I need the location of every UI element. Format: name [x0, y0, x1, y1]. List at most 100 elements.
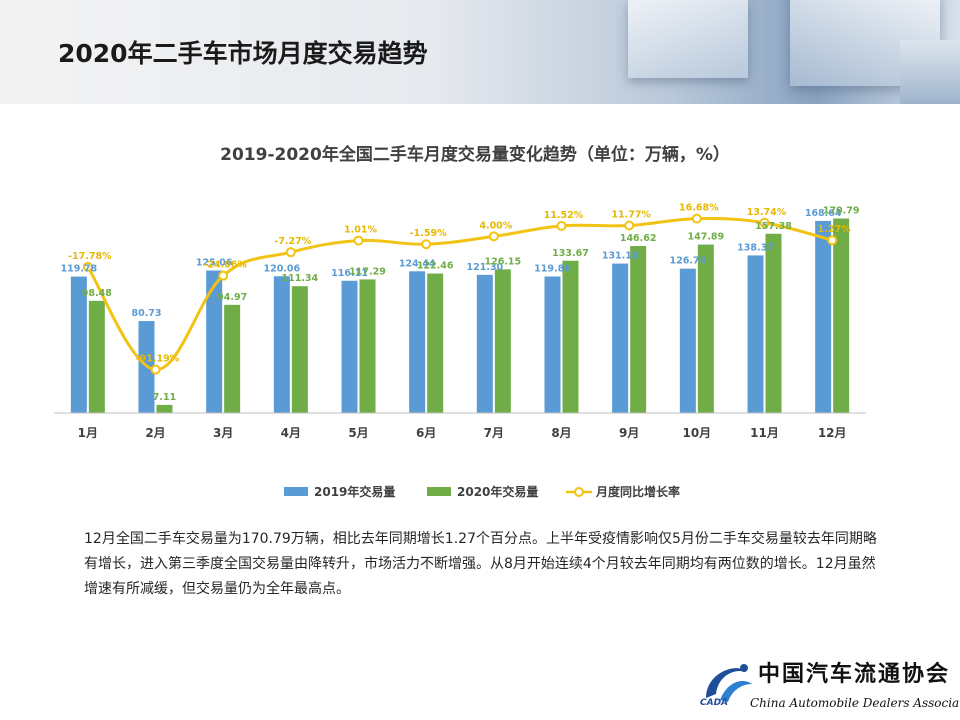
bar-2019-3	[206, 270, 223, 413]
combo-chart: 2019-2020年全国二手车月度交易量变化趋势（单位：万辆，%） 1月 2月 3月…	[54, 144, 866, 499]
growth-rate-label: -17.78%	[68, 251, 112, 262]
bar-2020-3	[224, 304, 241, 413]
data-label-2019: 131.18	[602, 251, 639, 262]
growth-rate-point	[421, 239, 432, 250]
bar-2020-5	[359, 279, 376, 413]
growth-rate-label: 1.01%	[344, 225, 377, 236]
data-label-2020: 111.34	[281, 273, 318, 284]
data-label-2019: 116.11	[331, 268, 368, 279]
logo-abbreviation: CADA	[700, 698, 729, 708]
x-tick-label: 10月	[682, 426, 711, 440]
bar-2020-7	[494, 269, 511, 413]
growth-rate-label: 16.68%	[679, 203, 719, 214]
chart-title: 2019-2020年全国二手车月度交易量变化趋势（单位：万辆，%）	[220, 144, 730, 165]
bar-2019-9	[612, 263, 629, 413]
legend-2019-label: 2019年交易量	[314, 484, 395, 499]
bar-2019-8	[544, 276, 561, 413]
data-label-2020: 122.46	[417, 261, 454, 272]
bar-2019-11	[747, 255, 764, 413]
growth-rate-point	[488, 231, 499, 242]
chart-container: 2019-2020年全国二手车月度交易量变化趋势（单位：万辆，%） 1月 2月 3月…	[0, 130, 960, 520]
x-tick-label: 6月	[416, 426, 436, 440]
growth-rate-label: 13.74%	[747, 207, 787, 218]
growth-rate-label: 4.00%	[479, 220, 512, 231]
data-label-2020: 133.67	[552, 248, 589, 259]
growth-rate-point	[285, 247, 296, 258]
data-label-2019: 121.30	[466, 262, 503, 273]
bar-2020-10	[697, 244, 714, 413]
x-tick-label: 3月	[213, 426, 233, 440]
data-label-2019: 124.44	[399, 258, 436, 269]
bar-2019-5	[341, 280, 358, 413]
growth-rate-point	[827, 235, 838, 246]
data-label-2020: 98.48	[82, 288, 112, 299]
bar-2020-9	[630, 246, 647, 413]
bar-2020-11	[765, 233, 782, 413]
legend-2020-swatch	[427, 487, 451, 496]
cada-emblem-icon	[706, 664, 752, 702]
data-label-2019: 119.86	[534, 263, 571, 274]
data-label-2020: 7.11	[153, 392, 176, 403]
growth-rate-label: -24.06%	[203, 260, 247, 271]
growth-rate-label: -91.19%	[136, 354, 180, 365]
bar-2019-1	[70, 276, 87, 413]
description-text: 12月全国二手车交易量为170.79万辆，相比去年同期增长1.27个百分点。上半…	[84, 531, 877, 597]
bar-2020-8	[562, 260, 579, 413]
data-label-2019: 138.37	[737, 242, 774, 253]
growth-rate-point	[150, 364, 161, 375]
x-tick-label: 2月	[145, 426, 165, 440]
data-label-2020: 157.38	[755, 221, 792, 232]
data-label-2020: 146.62	[620, 233, 657, 244]
growth-rate-label: 11.52%	[544, 210, 584, 221]
data-label-2019: 126.74	[669, 256, 706, 267]
bar-2019-10	[679, 268, 696, 413]
data-label-2019: 168.64	[805, 208, 842, 219]
data-label-2019: 125.06	[196, 258, 233, 269]
bar-2019-4	[273, 276, 290, 413]
header-banner: 2020年二手车市场月度交易趋势	[0, 0, 960, 104]
growth-rate-label: -1.59%	[410, 228, 447, 239]
data-label-2020: 170.79	[823, 205, 860, 216]
bar-2019-6	[409, 271, 426, 413]
x-tick-label: 12月	[818, 426, 847, 440]
growth-rate-point	[691, 213, 702, 224]
legend-2019-swatch	[284, 487, 308, 496]
x-tick-label: 8月	[551, 426, 571, 440]
data-label-2020: 117.29	[349, 266, 386, 277]
x-tick-labels: 1月 2月 3月 4月 5月 6月 7月 8月 9月 10月 11月 12月	[78, 426, 847, 440]
bar-2020-1	[88, 300, 105, 413]
growth-rate-point	[218, 270, 229, 281]
growth-rate-point	[759, 217, 770, 228]
legend-growth-rate-label: 月度同比增长率	[595, 484, 680, 499]
bar-2020-2	[156, 404, 173, 413]
data-label-2020: 126.15	[484, 256, 521, 267]
data-labels-layer: 119.78 98.48 80.73 7.11 125.06 94.97 120.06111…	[60, 203, 859, 403]
bar-2019-12	[815, 220, 832, 413]
x-tick-label: 4月	[281, 426, 301, 440]
legend-2020-label: 2020年交易量	[457, 484, 538, 499]
bar-2020-4	[291, 286, 308, 413]
page-title: 2020年二手车市场月度交易趋势	[58, 39, 428, 68]
growth-rate-label: 1.27%	[818, 224, 851, 235]
bar-2020-6	[427, 273, 444, 413]
growth-rate-point	[624, 220, 635, 231]
x-tick-label: 9月	[619, 426, 639, 440]
decorative-cube	[900, 40, 960, 104]
x-tick-label: 11月	[750, 426, 779, 440]
data-label-2020: 147.89	[687, 232, 724, 243]
growth-rate-point	[353, 235, 364, 246]
growth-rate-label: 11.77%	[611, 210, 651, 221]
bar-2019-7	[476, 274, 493, 413]
legend: 2019年交易量 2020年交易量 月度同比增长率	[284, 484, 680, 499]
data-label-2019: 120.06	[263, 263, 300, 274]
growth-rate-point	[82, 261, 93, 272]
x-tick-label: 7月	[484, 426, 504, 440]
decorative-cube	[628, 0, 748, 78]
x-tick-label: 1月	[78, 426, 98, 440]
growth-rate-label: -7.27%	[274, 236, 311, 247]
cada-logo: CADA 中国汽车流通协会 China Automobile Dealers A…	[694, 652, 960, 720]
x-tick-label: 5月	[348, 426, 368, 440]
data-label-2019: 80.73	[131, 308, 161, 319]
growth-rate-point	[556, 220, 567, 231]
data-label-2019: 119.78	[60, 264, 97, 275]
